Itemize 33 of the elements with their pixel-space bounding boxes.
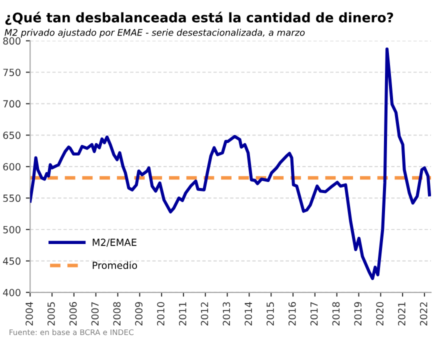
- y-tick-label: 750: [3, 68, 20, 76]
- y-tick-label: 500: [3, 226, 20, 234]
- x-tick-label: 2012: [200, 302, 208, 326]
- x-tick-label: 2014: [244, 302, 252, 326]
- x-tick-label: 2008: [113, 302, 121, 326]
- y-tick-label: 550: [3, 194, 20, 202]
- x-tick-label: 2022: [420, 302, 428, 326]
- y-tick-label: 800: [3, 37, 20, 45]
- x-tick-label: 2019: [354, 302, 362, 326]
- x-tick-label: 2020: [376, 302, 384, 326]
- x-tick-label: 2021: [398, 302, 406, 326]
- x-tick-label: 2006: [69, 302, 77, 326]
- x-tick-label: 2009: [135, 302, 142, 326]
- line-series: [30, 47, 432, 280]
- x-tick-label: 2015: [266, 302, 274, 326]
- chart-title: ¿Qué tan desbalanceada está la cantidad de dinero?: [5, 12, 394, 25]
- x-tick-label: 2007: [91, 302, 99, 326]
- chart-subtitle: M2 privado ajustado por EMAE - serie desestacionalizada, a marzo: [4, 28, 305, 38]
- x-tick-label: 2016: [288, 302, 296, 326]
- x-tick-label: 2011: [178, 302, 186, 326]
- y-tick-label: 700: [3, 100, 20, 108]
- x-tick-label: 2005: [48, 302, 55, 326]
- y-tick-label: 450: [3, 257, 20, 265]
- x-tick-label: 2013: [222, 302, 230, 326]
- legend-label: Promedio: [92, 261, 138, 270]
- y-tick-label: 400: [3, 288, 20, 296]
- x-tick-label: 2010: [157, 302, 164, 326]
- x-tick-label: 2017: [310, 302, 318, 326]
- y-tick-label: 650: [3, 132, 20, 139]
- x-tick-label: 2018: [332, 302, 340, 326]
- x-tick-label: 2004: [26, 302, 33, 326]
- y-tick-label: 600: [3, 163, 20, 170]
- legend-label: M2/EMAE: [92, 238, 136, 247]
